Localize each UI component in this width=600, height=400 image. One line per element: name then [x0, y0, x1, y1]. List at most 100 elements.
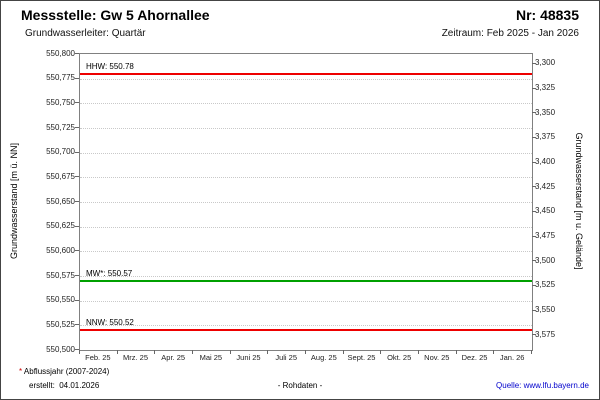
x-axis-tick-label: Apr. 25	[161, 353, 186, 362]
station-number: Nr: 48835	[515, 7, 579, 23]
x-axis-tick-label: Mai 25	[199, 353, 223, 362]
y-axis-label-right: Grundwasserstand [m u. Gelände]	[574, 132, 584, 270]
gridline	[80, 325, 532, 327]
mw-line	[80, 279, 532, 282]
x-axis-tickmark	[493, 350, 495, 354]
y-axis-tickmark-left	[75, 176, 79, 178]
footnote-text: Abflussjahr (2007-2024)	[22, 367, 110, 376]
y-axis-tick-label-right: 3,350	[535, 107, 556, 117]
x-axis-tick-label: Jan. 26	[499, 353, 525, 362]
hhw-label: HHW: 550.78	[86, 61, 134, 71]
y-axis-tick-label-left: 550,600	[46, 245, 75, 255]
gridline	[80, 300, 532, 302]
y-axis-tick-label-right: 3,375	[535, 132, 556, 142]
y-axis-tick-label-right: 3,400	[535, 157, 556, 167]
y-axis-tickmark-right	[532, 284, 536, 286]
gridline	[80, 128, 532, 129]
x-axis-tick-label: Juli 25	[275, 353, 297, 362]
y-axis-tickmark-right	[532, 87, 536, 89]
y-axis-tickmark-right	[532, 186, 536, 188]
x-axis-tick-label: Nov. 25	[424, 353, 450, 362]
period-label: Zeitraum: Feb 2025 - Jan 2026	[441, 28, 579, 39]
y-axis-tick-label-left: 550,750	[46, 97, 75, 107]
y-axis-tickmark-left	[75, 127, 79, 128]
y-axis-tickmark-left	[75, 250, 79, 252]
y-axis-tick-label-left: 550,775	[46, 73, 75, 83]
y-axis-tickmark-left	[75, 349, 79, 350]
y-axis-tick-label-right: 3,550	[535, 305, 556, 315]
x-axis-tickmark	[342, 350, 344, 354]
x-axis-tick-label: Dez. 25	[461, 353, 488, 362]
aquifer-label: Grundwasserleiter: Quartär	[25, 28, 146, 39]
y-axis-tickmark-right	[532, 260, 536, 262]
gridline	[80, 152, 532, 154]
y-axis-tick-label-right: 3,575	[535, 329, 556, 339]
gridline	[80, 202, 532, 203]
source-line: Quelle: www.lfu.bayern.de	[496, 381, 589, 390]
nnw-line	[80, 329, 532, 332]
y-axis-tick-label-right: 3,475	[535, 231, 556, 241]
source-prefix: Quelle:	[496, 381, 524, 390]
gridline	[80, 276, 532, 277]
rohdaten-label: - Rohdaten -	[277, 381, 323, 390]
x-axis-tickmark	[79, 350, 80, 354]
y-axis-tick-label-left: 550,725	[46, 122, 75, 132]
y-axis-tickmark-left	[75, 151, 79, 153]
x-axis-tickmark	[192, 350, 193, 354]
gridline	[80, 226, 532, 228]
y-axis-tickmark-left	[75, 299, 79, 301]
y-axis-tick-label-left: 550,700	[46, 147, 75, 157]
gridline	[80, 177, 532, 179]
mw-label: MW*: 550.57	[86, 268, 133, 278]
x-axis-tick-label: Okt. 25	[387, 353, 412, 362]
y-axis-tickmark-right	[532, 210, 536, 212]
y-axis-tickmark-right	[532, 136, 536, 138]
y-axis-tick-label-right: 3,325	[535, 83, 556, 93]
hhw-line	[80, 72, 532, 75]
x-axis-tickmark	[455, 350, 457, 354]
y-axis-tick-label-right: 3,525	[535, 280, 556, 290]
x-axis-tickmark	[154, 350, 156, 354]
y-axis-tickmark-right	[532, 112, 536, 114]
x-axis-tickmark	[380, 350, 382, 354]
y-axis-tickmark-left	[75, 324, 79, 326]
y-axis-tick-label-left: 550,625	[46, 221, 75, 231]
y-axis-tickmark-right	[532, 309, 536, 311]
gridline	[80, 78, 532, 80]
y-axis-tick-label-left: 550,800	[46, 48, 75, 58]
x-axis-tickmark	[267, 350, 269, 354]
x-axis-tick-label: Sept. 25	[347, 353, 376, 362]
y-axis-tickmark-left	[75, 275, 79, 276]
plot-area: HHW: 550.78 MW*: 550.57 NNW: 550.52	[79, 53, 533, 351]
y-axis-tickmark-left	[75, 102, 79, 104]
y-axis-tickmark-left	[75, 201, 79, 202]
y-axis-tick-label-right: 3,425	[535, 181, 556, 191]
x-axis-tick-label: Mrz. 25	[122, 353, 149, 362]
y-axis-tickmark-right	[532, 334, 536, 336]
y-axis-tick-label-left: 550,550	[46, 295, 75, 305]
y-axis-tick-label-left: 550,575	[46, 270, 75, 280]
y-axis-tickmark-left	[75, 225, 79, 227]
created-date: erstellt: 04.01.2026	[29, 381, 100, 390]
gridline	[80, 103, 532, 105]
y-axis-tickmark-right	[532, 161, 536, 163]
x-axis-tickmark	[418, 350, 419, 354]
gridline	[80, 251, 532, 253]
y-axis-tickmark-left	[75, 77, 79, 79]
y-axis-tick-label-right: 3,450	[535, 206, 556, 216]
source-link[interactable]: www.lfu.bayern.de	[523, 381, 589, 390]
y-axis-tick-label-left: 550,675	[46, 171, 75, 181]
x-axis-tickmark	[305, 350, 306, 354]
x-axis-tick-label: Juni 25	[236, 353, 261, 362]
y-axis-tick-label-left: 550,500	[46, 344, 75, 354]
y-axis-tick-label-left: 550,525	[46, 319, 75, 329]
y-axis-tick-label-left: 550,650	[46, 196, 75, 206]
x-axis-tickmark	[531, 350, 532, 354]
x-axis-tickmark	[116, 350, 118, 354]
x-axis-tick-label: Aug. 25	[310, 353, 337, 362]
footnote-asterisk: *	[19, 367, 23, 376]
y-axis-tick-label-right: 3,300	[535, 58, 556, 68]
footnote: * Abflussjahr (2007-2024)	[19, 367, 109, 376]
y-axis-tickmark-right	[532, 62, 536, 64]
